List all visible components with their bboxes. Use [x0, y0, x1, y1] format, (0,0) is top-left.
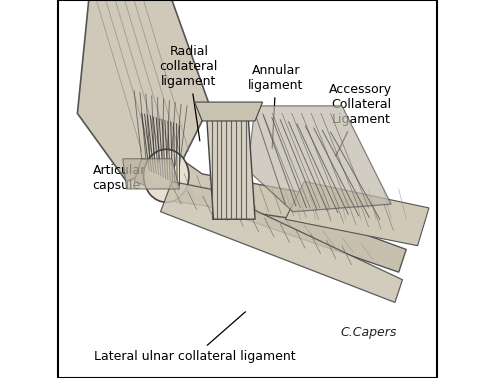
Text: Radial
collateral
ligament: Radial collateral ligament [160, 45, 218, 141]
Polygon shape [134, 159, 406, 272]
Polygon shape [248, 106, 391, 212]
Polygon shape [166, 151, 406, 234]
Ellipse shape [150, 162, 171, 186]
Polygon shape [206, 106, 255, 219]
Polygon shape [160, 181, 402, 302]
Text: C.Capers: C.Capers [340, 326, 396, 339]
Ellipse shape [144, 149, 189, 202]
Polygon shape [285, 181, 429, 246]
Text: Accessory
Collateral
Ligament: Accessory Collateral Ligament [329, 83, 393, 156]
Ellipse shape [155, 168, 162, 176]
Polygon shape [123, 159, 180, 189]
Text: Lateral ulnar collateral ligament: Lateral ulnar collateral ligament [94, 312, 296, 363]
Text: Articular
capsule: Articular capsule [93, 164, 161, 192]
Text: Annular
ligament: Annular ligament [248, 64, 303, 149]
Polygon shape [77, 0, 210, 181]
Polygon shape [195, 102, 263, 121]
